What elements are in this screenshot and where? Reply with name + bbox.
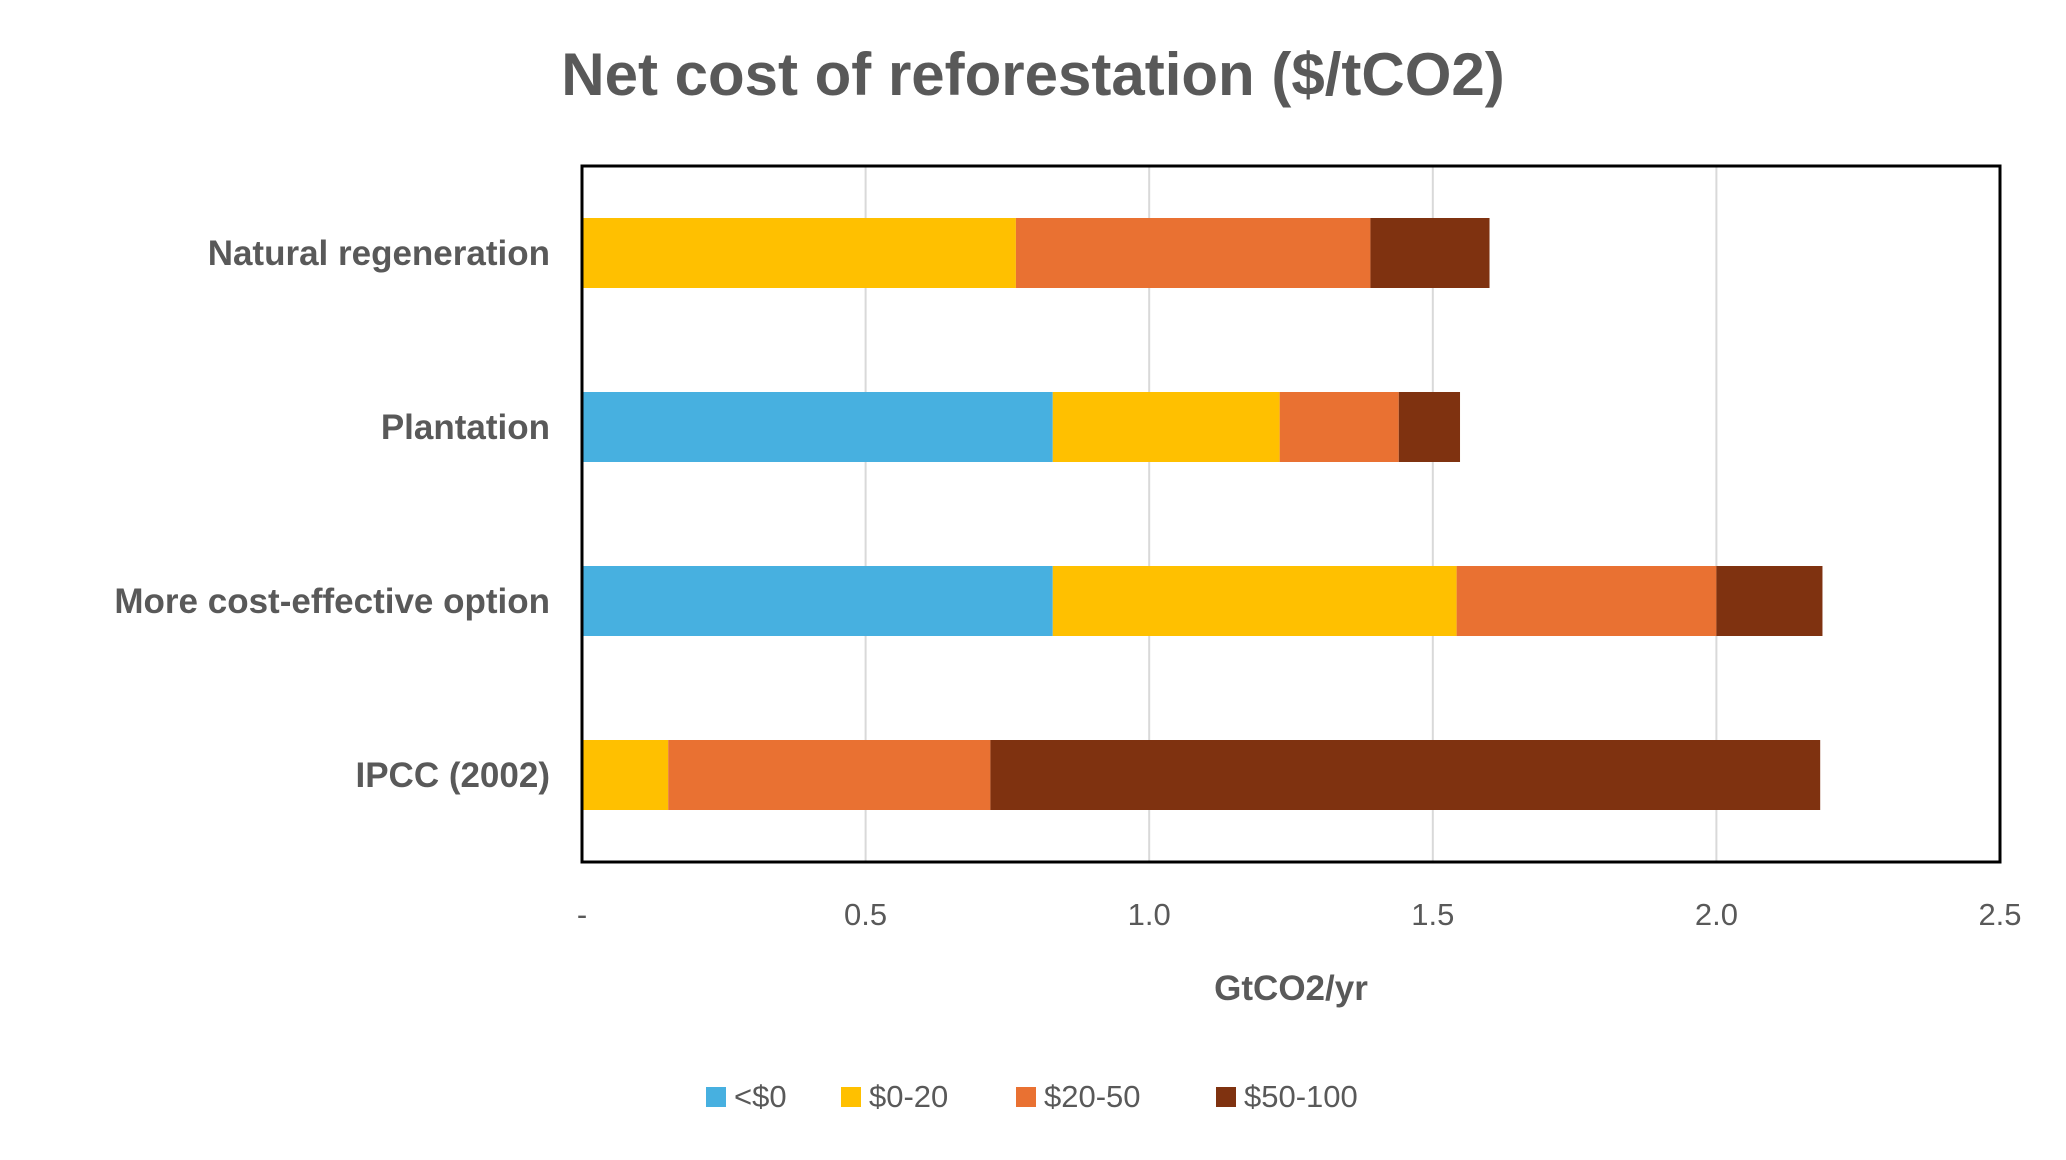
legend-swatch: [1216, 1087, 1236, 1107]
bar-segment: [1279, 392, 1399, 462]
x-axis-title: GtCO2/yr: [1214, 969, 1368, 1008]
x-tick-label: 0.5: [844, 897, 887, 932]
plot-frame: [580, 164, 2002, 864]
bar-segment: [582, 392, 1053, 462]
legend-swatch: [1016, 1087, 1036, 1107]
x-tick-label: 1.5: [1411, 897, 1454, 932]
bar-segment: [582, 740, 669, 810]
bar-segment: [1052, 392, 1280, 462]
category-label: Plantation: [381, 408, 550, 447]
bar-segment: [1716, 566, 1823, 636]
bar-segment: [1398, 392, 1461, 462]
bar-segment: [1370, 218, 1490, 288]
category-label: Natural regeneration: [208, 234, 550, 273]
legend-label: $0-20: [869, 1079, 948, 1114]
bar-segment: [1052, 566, 1457, 636]
chart-title: Net cost of reforestation ($/tCO2): [561, 41, 1505, 108]
bar-segment: [668, 740, 991, 810]
legend-label: <$0: [734, 1079, 787, 1114]
legend-label: $50-100: [1244, 1079, 1358, 1114]
category-label: More cost-effective option: [114, 582, 550, 621]
bar-segment: [582, 218, 1016, 288]
x-tick-label: 2.0: [1695, 897, 1738, 932]
x-tick-label: 1.0: [1128, 897, 1171, 932]
bar-segment: [1456, 566, 1717, 636]
x-tick-label: 2.5: [1978, 897, 2021, 932]
legend-swatch: [841, 1087, 861, 1107]
bar-segment: [1015, 218, 1371, 288]
legend-label: $20-50: [1044, 1079, 1141, 1114]
bar-segment: [582, 566, 1053, 636]
legend-swatch: [706, 1087, 726, 1107]
bar-segment: [990, 740, 1821, 810]
category-label: IPCC (2002): [355, 756, 550, 795]
x-tick-label: -: [577, 897, 587, 932]
